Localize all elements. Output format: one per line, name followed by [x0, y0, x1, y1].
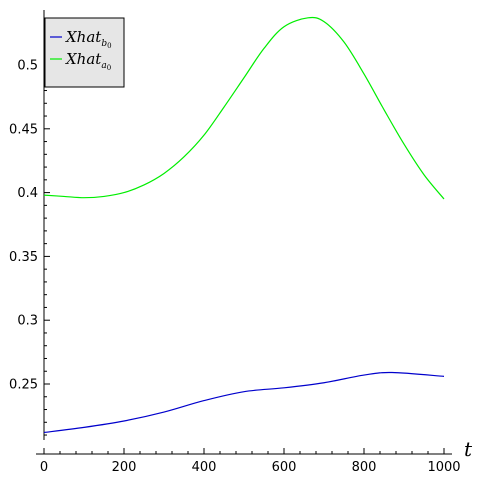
y-tick-label: 0.3 — [17, 314, 38, 329]
legend-entry-xhat-b0: Xhatb0 — [65, 28, 112, 50]
x-tick-label: 800 — [352, 460, 377, 475]
y-tick-label: 0.5 — [17, 59, 38, 74]
x-axis-label: t — [464, 437, 473, 461]
series-layer — [43, 16, 445, 434]
x-tick-label: 200 — [112, 460, 137, 475]
legend-entry-xhat-a0: Xhata0 — [65, 50, 111, 72]
y-tick-label: 0.45 — [9, 122, 38, 137]
series-line-xhat-b0 — [43, 371, 445, 434]
x-tick-label: 0 — [40, 460, 48, 475]
y-tick-label: 0.25 — [9, 378, 38, 393]
y-tick-label: 0.35 — [9, 250, 38, 265]
axes: 0.25 0.3 0.35 0.4 0.45 0.5 0 200 400 600 800 1000 t — [9, 10, 473, 475]
x-tick-label: 1000 — [427, 460, 460, 475]
x-tick-label: 600 — [272, 460, 297, 475]
y-tick-label: 0.4 — [17, 186, 38, 201]
x-tick-label: 400 — [192, 460, 217, 475]
series-line-xhat-a0 — [43, 16, 445, 200]
legend-box — [44, 17, 125, 88]
